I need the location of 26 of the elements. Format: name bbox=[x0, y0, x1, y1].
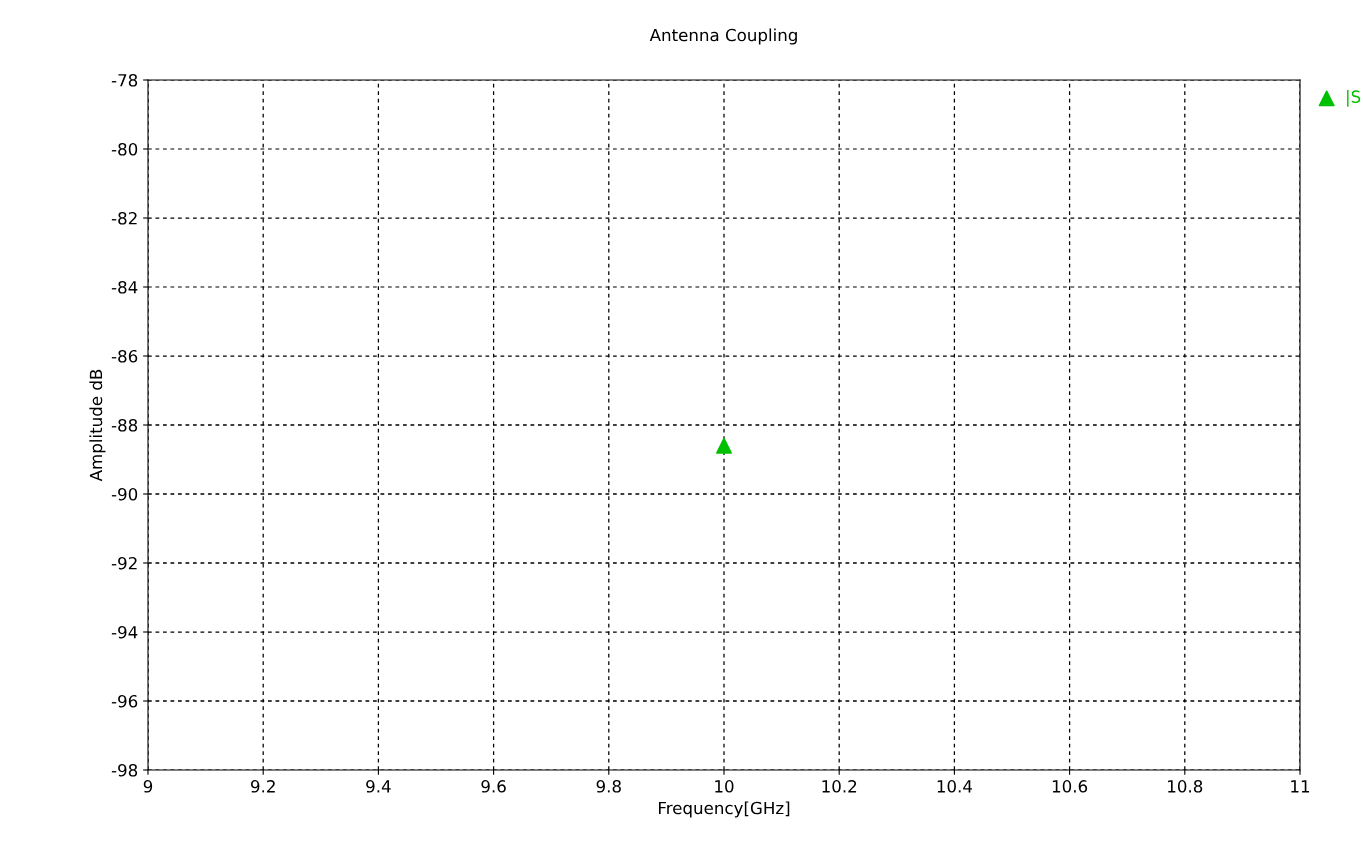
x-tick-label: 10.2 bbox=[822, 780, 857, 793]
y-tick-label: -80 bbox=[111, 142, 138, 156]
x-tick-label: 9.8 bbox=[596, 780, 621, 793]
y-tick-label: -92 bbox=[111, 556, 137, 570]
legend-label: |S bbox=[1347, 90, 1361, 107]
x-tick-label: 10 bbox=[715, 780, 734, 793]
y-axis-title: Amplitude dB bbox=[89, 369, 106, 482]
x-tick-label: 9.2 bbox=[251, 780, 275, 793]
x-axis-title: Frequency[GHz] bbox=[658, 801, 790, 818]
x-tick-label: 10.6 bbox=[1052, 780, 1088, 793]
y-tick-label: -88 bbox=[111, 418, 138, 432]
y-tick-label: -78 bbox=[111, 73, 138, 87]
x-tick-label: 9 bbox=[143, 780, 153, 793]
x-tick-label: 9.6 bbox=[481, 780, 506, 793]
y-tick-label: -86 bbox=[111, 349, 138, 363]
x-tick-label: 10.4 bbox=[937, 780, 973, 793]
x-tick-label: 11 bbox=[1291, 780, 1310, 793]
x-tick-label: 9.4 bbox=[366, 780, 391, 793]
y-tick-label: -84 bbox=[111, 280, 138, 294]
chart-title: Antenna Coupling bbox=[649, 28, 797, 45]
x-tick-label: 10.8 bbox=[1168, 780, 1203, 793]
y-tick-label: -94 bbox=[111, 625, 138, 639]
y-tick-label: -90 bbox=[111, 487, 138, 501]
y-tick-label: -96 bbox=[111, 694, 138, 708]
y-tick-label: -98 bbox=[111, 763, 138, 777]
y-tick-label: -82 bbox=[111, 211, 137, 225]
